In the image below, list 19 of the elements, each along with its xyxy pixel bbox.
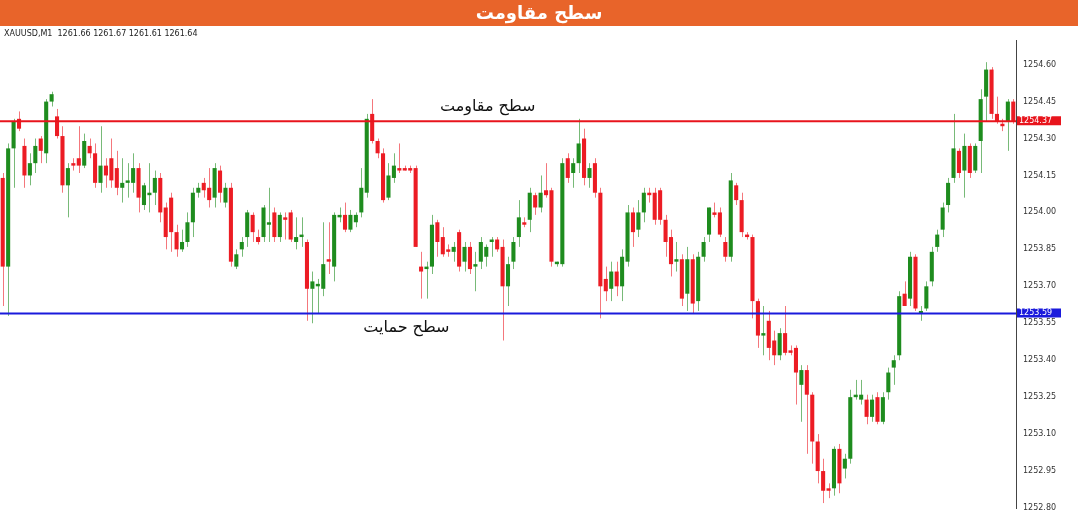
chart-subtitle: XAUUSD,M1 1261.66 1261.67 1261.61 1261.64 (4, 29, 198, 38)
ref-line-label: 1254.37 (1019, 116, 1053, 126)
y-tick-label: 1252.80 (1023, 503, 1057, 513)
annotation: سطح حمایت (363, 316, 450, 337)
y-tick-label: 1253.85 (1023, 244, 1057, 254)
y-tick-label: 1254.60 (1023, 59, 1057, 69)
annotation: سطح مقاومت (439, 96, 536, 117)
y-tick-label: 1253.10 (1023, 429, 1057, 439)
y-tick-label: 1254.15 (1023, 170, 1057, 180)
y-tick-label: 1253.55 (1023, 318, 1057, 328)
y-tick-label: 1253.70 (1023, 281, 1057, 291)
y-tick-label: 1254.00 (1023, 207, 1057, 217)
y-tick-label: 1254.30 (1023, 133, 1057, 143)
chart-title: سطح مقاومت (0, 0, 1078, 26)
ref-line-label: 1253.59 (1019, 308, 1053, 318)
y-tick-label: 1252.95 (1023, 466, 1057, 476)
y-tick-label: 1253.40 (1023, 355, 1057, 365)
y-tick-label: 1254.45 (1023, 96, 1057, 106)
y-tick-label: 1253.25 (1023, 392, 1057, 402)
